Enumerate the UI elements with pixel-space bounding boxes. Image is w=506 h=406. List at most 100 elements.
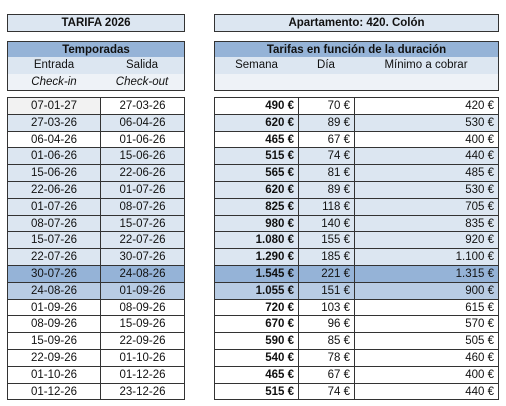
week-price: 590 € <box>214 332 299 350</box>
day-price: 67 € <box>298 130 355 149</box>
day-price: 89 € <box>298 181 355 199</box>
entry-date: 01-07-26 <box>7 197 101 216</box>
day-price: 185 € <box>298 248 355 266</box>
entry-date: 01-12-26 <box>7 382 101 401</box>
minimum-price: 1.315 € <box>354 265 499 283</box>
right-title: Apartamento: 420. Colón <box>214 14 499 32</box>
week-price: 465 € <box>214 365 299 384</box>
day-price: 89 € <box>298 113 355 132</box>
minimum-price: 505 € <box>354 332 499 350</box>
day-price: 96 € <box>298 315 355 334</box>
day-price: 78 € <box>298 349 355 367</box>
entry-date: 08-09-26 <box>7 315 101 334</box>
day-price: 70 € <box>298 97 355 115</box>
entry-date: 15-09-26 <box>7 332 101 350</box>
exit-date: 01-12-26 <box>100 365 185 384</box>
minimum-price: 530 € <box>354 181 499 199</box>
day-price: 67 € <box>298 365 355 384</box>
exit-date: 01-06-26 <box>100 130 185 149</box>
exit-date: 06-04-26 <box>100 113 185 132</box>
left-title: TARIFA 2026 <box>7 14 185 32</box>
day-price: 140 € <box>298 214 355 233</box>
exit-date: 08-09-26 <box>100 298 185 317</box>
day-price: 81 € <box>298 164 355 182</box>
day-price: 151 € <box>298 281 355 300</box>
week-price: 1.290 € <box>214 248 299 266</box>
exit-header: Salida <box>100 57 185 74</box>
exit-date: 15-09-26 <box>100 315 185 334</box>
day-price: 85 € <box>298 332 355 350</box>
entry-date: 22-09-26 <box>7 349 101 367</box>
minimum-price: 485 € <box>354 164 499 182</box>
day-price: 221 € <box>298 265 355 283</box>
entry-date: 08-07-26 <box>7 214 101 233</box>
entry-date: 07-01-27 <box>7 97 101 115</box>
exit-date: 30-07-26 <box>100 248 185 266</box>
minimum-price: 835 € <box>354 214 499 233</box>
exit-date: 22-07-26 <box>100 231 185 250</box>
entry-date: 06-04-26 <box>7 130 101 149</box>
week-price: 620 € <box>214 113 299 132</box>
day-price: 103 € <box>298 298 355 317</box>
minimum-price: 460 € <box>354 349 499 367</box>
entry-date: 22-07-26 <box>7 248 101 266</box>
week-price: 825 € <box>214 197 299 216</box>
entry-date: 01-10-26 <box>7 365 101 384</box>
entry-header: Entrada <box>7 57 100 74</box>
entry-date: 22-06-26 <box>7 181 101 199</box>
minimum-price: 615 € <box>354 298 499 317</box>
minimum-price: 1.100 € <box>354 248 499 266</box>
exit-date: 01-09-26 <box>100 281 185 300</box>
week-price: 465 € <box>214 130 299 149</box>
minimum-price: 900 € <box>354 281 499 300</box>
entry-date: 15-07-26 <box>7 231 101 250</box>
exit-date: 01-10-26 <box>100 349 185 367</box>
week-price: 620 € <box>214 181 299 199</box>
week-price: 1.055 € <box>214 281 299 300</box>
entry-date: 24-08-26 <box>7 281 101 300</box>
header-spacer <box>214 74 499 91</box>
minimum-price: 920 € <box>354 231 499 250</box>
minimum-price: 400 € <box>354 365 499 384</box>
minimum-price: 420 € <box>354 97 499 115</box>
minimum-price: 400 € <box>354 130 499 149</box>
week-price: 1.080 € <box>214 231 299 250</box>
minimum-header: Mínimo a cobrar <box>354 57 499 74</box>
week-price: 670 € <box>214 315 299 334</box>
entry-date: 01-06-26 <box>7 147 101 166</box>
prices-header: Tarifas en función de la duración <box>214 41 499 58</box>
exit-date: 22-06-26 <box>100 164 185 182</box>
checkin-header: Check-in <box>7 74 100 91</box>
week-header: Semana <box>214 57 298 74</box>
exit-date: 24-08-26 <box>100 265 185 283</box>
week-price: 565 € <box>214 164 299 182</box>
week-price: 515 € <box>214 147 299 166</box>
day-price: 155 € <box>298 231 355 250</box>
exit-date: 15-06-26 <box>100 147 185 166</box>
week-price: 540 € <box>214 349 299 367</box>
minimum-price: 705 € <box>354 197 499 216</box>
checkout-header: Check-out <box>100 74 185 91</box>
minimum-price: 440 € <box>354 382 499 401</box>
week-price: 720 € <box>214 298 299 317</box>
minimum-price: 530 € <box>354 113 499 132</box>
entry-date: 30-07-26 <box>7 265 101 283</box>
day-price: 118 € <box>298 197 355 216</box>
minimum-price: 570 € <box>354 315 499 334</box>
exit-date: 23-12-26 <box>100 382 185 401</box>
seasons-header: Temporadas <box>7 41 185 58</box>
day-price: 74 € <box>298 382 355 401</box>
entry-date: 15-06-26 <box>7 164 101 182</box>
exit-date: 27-03-26 <box>100 97 185 115</box>
entry-date: 01-09-26 <box>7 298 101 317</box>
minimum-price: 440 € <box>354 147 499 166</box>
week-price: 980 € <box>214 214 299 233</box>
exit-date: 15-07-26 <box>100 214 185 233</box>
week-price: 490 € <box>214 97 299 115</box>
day-price: 74 € <box>298 147 355 166</box>
day-header: Día <box>298 57 354 74</box>
week-price: 515 € <box>214 382 299 401</box>
exit-date: 22-09-26 <box>100 332 185 350</box>
entry-date: 27-03-26 <box>7 113 101 132</box>
